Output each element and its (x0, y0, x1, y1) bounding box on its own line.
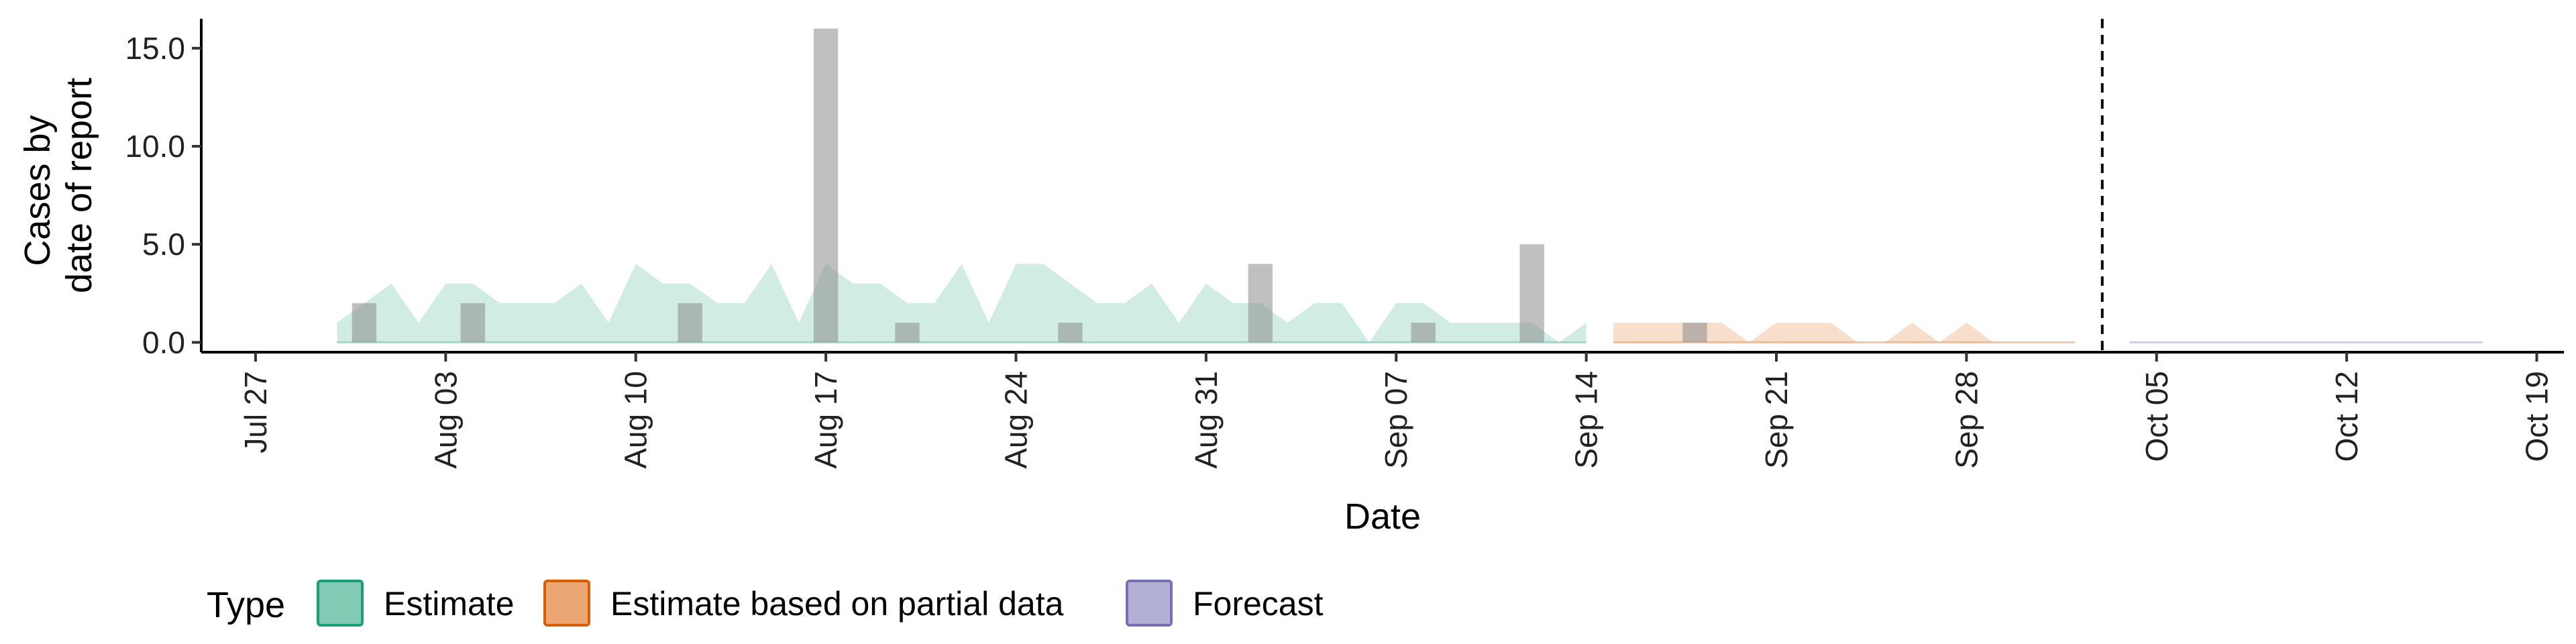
area-estimate-based-on-partial-data (1613, 323, 2076, 343)
area-estimate (337, 264, 1587, 343)
reported-bar-1 (460, 303, 485, 343)
x-axis-title: Date (1344, 496, 1421, 537)
reported-bar-8 (1519, 244, 1544, 343)
x-tick-label: Aug 03 (428, 371, 463, 469)
estimate-areas (337, 264, 2483, 343)
x-tick-label: Aug 31 (1189, 371, 1224, 469)
legend-swatch-0 (317, 580, 364, 627)
y-axis-title-line-2: date of report (59, 78, 99, 293)
reported-bar-6 (1248, 264, 1273, 343)
legend-label-0: Estimate (384, 585, 515, 623)
reported-bar-9 (1682, 323, 1707, 343)
x-tick-label: Sep 21 (1759, 371, 1794, 469)
x-tick-label: Oct 12 (2329, 371, 2364, 462)
legend-label-2: Forecast (1193, 585, 1324, 623)
x-tick-label: Aug 10 (619, 371, 653, 469)
legend-title: Type (207, 585, 285, 625)
reported-bar-7 (1411, 323, 1436, 343)
y-axis-title-line-1: Cases by (17, 115, 58, 266)
y-tick-label: 5.0 (142, 227, 185, 262)
x-tick-label: Oct 05 (2139, 371, 2174, 462)
y-tick-label: 10.0 (125, 129, 185, 164)
reported-bar-2 (678, 303, 702, 343)
x-tick-label: Jul 27 (238, 371, 273, 453)
x-tick-label: Sep 28 (1949, 371, 1984, 469)
x-tick-label: Aug 17 (808, 371, 843, 469)
reported-bar-3 (813, 28, 839, 343)
legend-swatch-2 (1126, 580, 1173, 627)
y-axis-ticks: 0.0 5.0 10.0 15.0 (125, 31, 201, 360)
reported-bar-5 (1058, 323, 1083, 343)
legend-swatch-1 (543, 580, 590, 627)
reported-bar-4 (895, 323, 920, 343)
reported-bar-0 (352, 303, 377, 343)
x-axis-ticks: Jul 27 Aug 03 Aug 10 Aug 17 Aug 24 Aug 31 Sep … (238, 352, 2555, 469)
x-tick-label: Aug 24 (998, 371, 1033, 469)
legend: Type Estimate Estimate based on partial d… (207, 580, 1324, 627)
x-tick-label: Sep 07 (1379, 371, 1413, 469)
y-tick-label: 15.0 (125, 31, 185, 66)
y-tick-label: 0.0 (142, 325, 185, 360)
legend-label-1: Estimate based on partial data (610, 585, 1064, 623)
y-axis-title: Cases by date of report (17, 78, 99, 293)
x-tick-label: Sep 14 (1569, 371, 1604, 469)
x-tick-label: Oct 19 (2520, 371, 2555, 462)
reported-case-bars (352, 28, 1707, 343)
legend-items: Estimate Estimate based on partial data Fo… (317, 580, 1324, 627)
